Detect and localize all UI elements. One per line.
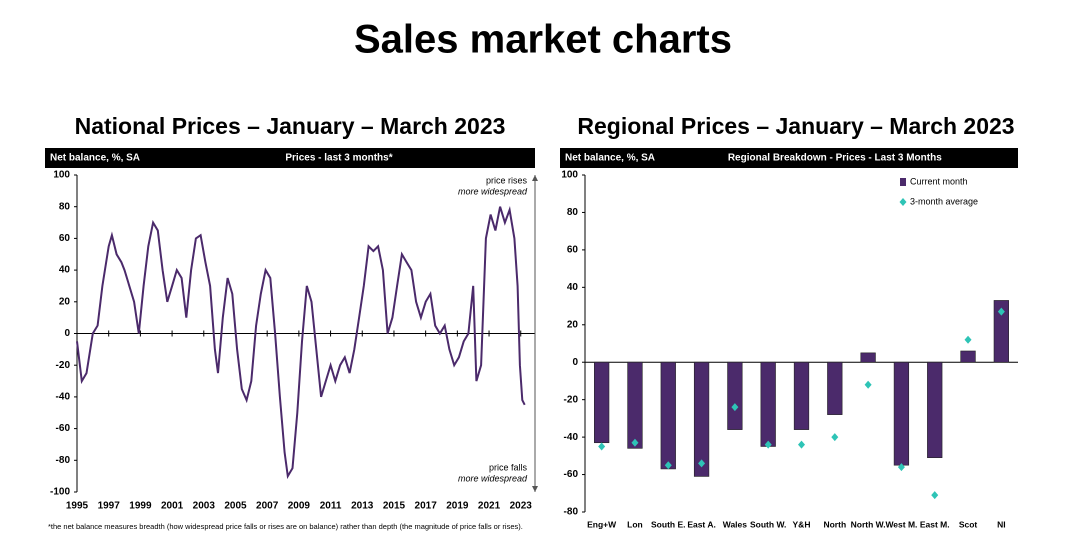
average-marker [731,403,739,412]
legend-label: Current month [910,176,968,186]
legend-marker [900,178,906,186]
average-marker [864,380,872,389]
x-tick-label: South W. [750,519,786,529]
x-tick-label: 2021 [478,501,501,512]
x-tick-label: 2013 [351,501,374,512]
average-marker [598,442,606,451]
chart-title: National Prices – January – March 2023 [75,113,506,139]
y-axis-label: Net balance, %, SA [565,153,655,164]
average-marker [698,459,706,468]
y-tick-label: -60 [56,423,71,434]
x-tick-label: 1997 [98,501,121,512]
y-tick-label: 20 [567,319,579,330]
annotation: more widespread [458,473,528,483]
bar [927,361,943,459]
average-marker [831,433,839,442]
average-marker [964,335,972,344]
y-tick-label: 80 [59,201,71,212]
average-marker [997,307,1005,316]
chart-subtitle: Regional Breakdown - Prices - Last 3 Mon… [728,153,942,164]
y-tick-label: 40 [567,282,579,293]
y-tick-label: -20 [56,360,71,371]
y-tick-label: -20 [564,394,579,405]
y-tick-label: -40 [56,392,71,403]
y-tick-label: -80 [564,507,579,518]
average-marker [897,463,905,472]
average-marker [931,491,939,500]
x-tick-label: 1999 [129,501,152,512]
bar [993,300,1009,363]
bar [693,361,710,477]
y-tick-label: 0 [572,357,578,368]
x-tick-label: 2007 [256,501,279,512]
x-tick-label: 2005 [224,501,247,512]
y-tick-label: 20 [59,296,71,307]
y-tick-label: 80 [567,207,579,218]
average-marker [798,440,805,449]
slide-title: Sales market charts [354,18,732,62]
x-tick-label: East M. [920,519,950,529]
x-tick-label: 2003 [193,501,216,512]
x-tick-label: 2023 [510,501,533,512]
x-tick-label: West M. [885,519,917,529]
y-tick-label: 60 [567,245,579,256]
y-tick-label: -100 [50,487,70,498]
y-tick-label: 60 [59,233,71,244]
chart-title: Regional Prices – January – March 2023 [577,113,1014,139]
x-tick-label: 2017 [415,501,438,512]
annotation: price falls [489,462,528,472]
y-tick-label: -80 [56,455,71,466]
average-marker [631,438,639,447]
bar [827,361,843,415]
y-tick-label: -40 [564,432,579,443]
average-marker [664,461,672,470]
x-tick-label: 2009 [288,501,311,512]
x-tick-label: Scot [959,519,978,529]
x-tick-label: Y&H [793,519,811,529]
x-tick-label: Wales [723,519,748,529]
bar [760,361,776,447]
x-tick-label: 2019 [446,501,469,512]
x-tick-label: Lon [627,519,643,529]
x-tick-label: Eng+W [587,519,617,529]
bar [860,352,876,363]
chart-subtitle: Prices - last 3 months* [285,153,392,164]
x-tick-label: 2015 [383,501,406,512]
average-marker [764,440,772,449]
y-tick-label: -60 [564,469,579,480]
x-tick-label: 1995 [66,501,89,512]
footnote: *the net balance measures breadth (how w… [48,522,523,531]
y-tick-label: 0 [64,328,70,339]
y-tick-label: 40 [59,265,71,276]
annotation: price rises [486,175,528,185]
legend-marker [899,198,907,206]
bar [627,361,643,449]
y-tick-label: 100 [53,170,70,181]
price-line [76,206,526,480]
x-tick-label: South E. [651,519,685,529]
x-tick-label: East A. [687,519,716,529]
bar [960,350,976,363]
y-tick-label: 100 [561,170,578,181]
annotation: more widespread [458,186,528,196]
bar [893,361,910,466]
bar [793,361,810,430]
legend-label: 3-month average [910,196,978,206]
y-axis-label: Net balance, %, SA [50,153,140,164]
x-tick-label: North [823,519,846,529]
x-tick-label: North W. [851,519,886,529]
x-tick-label: 2001 [161,501,184,512]
bar [727,361,743,430]
header-bar [560,148,1018,168]
bar [594,361,610,444]
x-tick-label: NI [997,519,1006,529]
header-bar [45,148,535,168]
bar [660,361,676,470]
x-tick-label: 2011 [320,501,342,512]
